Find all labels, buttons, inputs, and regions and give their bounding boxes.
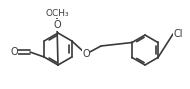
Text: O: O xyxy=(82,49,90,59)
Text: Cl: Cl xyxy=(174,29,184,39)
Text: O: O xyxy=(53,20,61,30)
Text: OCH₃: OCH₃ xyxy=(45,9,69,18)
Text: O: O xyxy=(10,47,18,57)
